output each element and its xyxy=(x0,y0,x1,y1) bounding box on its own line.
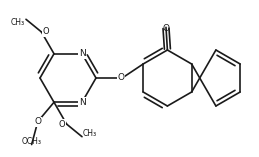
Text: O: O xyxy=(42,27,49,36)
Text: O: O xyxy=(118,73,125,82)
Text: CH₃: CH₃ xyxy=(83,129,97,138)
Text: N: N xyxy=(79,49,85,58)
Text: O: O xyxy=(59,120,66,129)
Text: N: N xyxy=(79,98,85,107)
Text: O: O xyxy=(162,24,169,33)
Text: O: O xyxy=(34,117,41,126)
Text: OCH₃: OCH₃ xyxy=(22,137,42,146)
Text: CH₃: CH₃ xyxy=(11,18,25,27)
